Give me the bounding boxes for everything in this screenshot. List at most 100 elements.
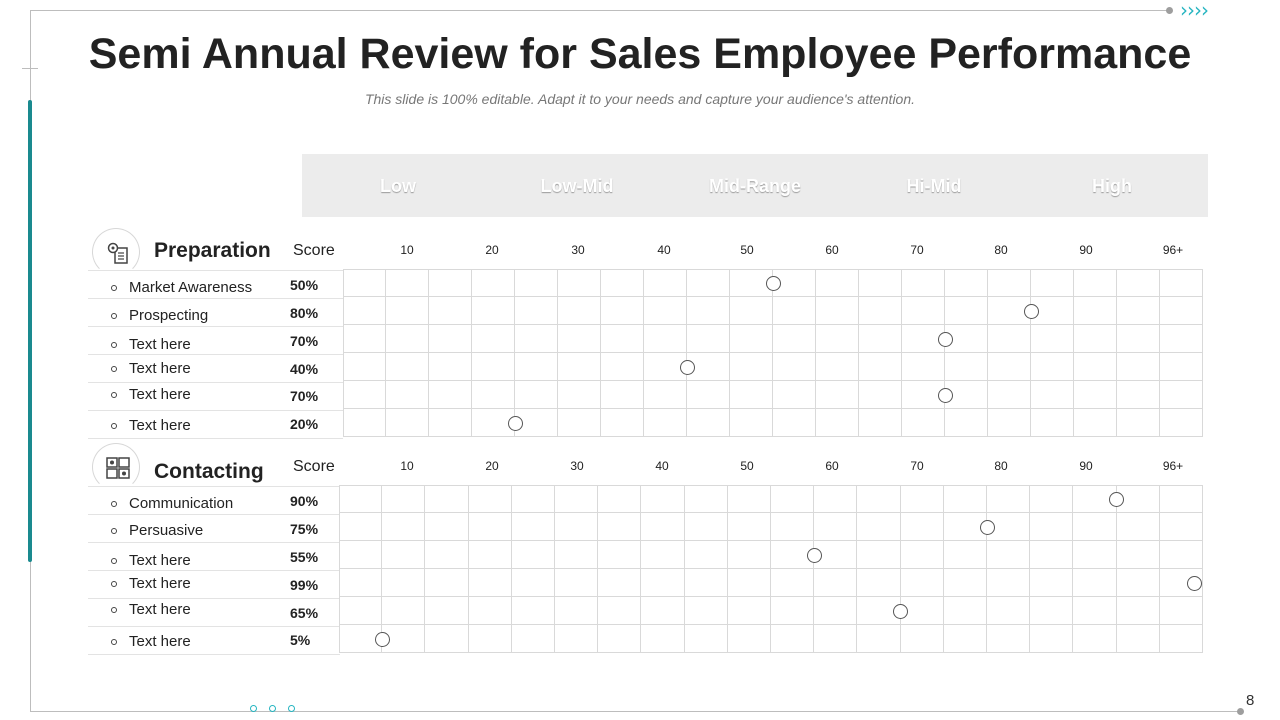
- grid-cell: [425, 625, 469, 653]
- grid-cell: [468, 513, 512, 541]
- grid-cell: [859, 325, 902, 353]
- row-label: Text here: [129, 336, 191, 353]
- grid-cell: [601, 353, 644, 381]
- grid-cell: [343, 269, 386, 297]
- score-tick-label: 20: [485, 243, 499, 257]
- grid-cell: [987, 485, 1031, 513]
- grid-cell: [429, 297, 472, 325]
- grid-cell: [773, 409, 816, 437]
- grid-cell: [1031, 269, 1074, 297]
- grid-cell: [816, 381, 859, 409]
- row-percent: 55%: [290, 549, 319, 565]
- grid-cell: [644, 297, 687, 325]
- row-separator: [88, 410, 343, 411]
- grid-cell: [902, 297, 945, 325]
- row-separator: [88, 354, 343, 355]
- score-tick-label: 50: [740, 459, 754, 473]
- grid-cell: [555, 485, 599, 513]
- row-label: Communication: [129, 495, 234, 512]
- grid-cell: [511, 569, 555, 597]
- score-marker: [765, 275, 781, 291]
- grid-cell: [1073, 597, 1117, 625]
- bullet: [111, 581, 117, 587]
- page-number: 8: [1246, 692, 1255, 709]
- score-tick-label: 96+: [1162, 459, 1184, 473]
- legend-mid-range: Mid-Range: [709, 175, 801, 196]
- grid-cell: [687, 269, 730, 297]
- grid-cell: [386, 325, 429, 353]
- grid-cell: [687, 381, 730, 409]
- row-label: Market Awareness: [129, 279, 253, 296]
- grid-cell: [727, 541, 771, 569]
- grid-cell: [857, 485, 901, 513]
- score-tick-label: 30: [570, 459, 584, 473]
- grid-cell: [1031, 297, 1074, 325]
- grid-cell: [598, 541, 642, 569]
- grid-cell: [730, 297, 773, 325]
- grid-cell: [472, 325, 515, 353]
- row-percent: 40%: [290, 361, 319, 377]
- grid-cell: [684, 541, 728, 569]
- row-label: Text here: [129, 360, 191, 377]
- grid-cell: [859, 381, 902, 409]
- grid-cell: [773, 353, 816, 381]
- score-tick-label: 20: [485, 459, 499, 473]
- grid-cell: [900, 541, 944, 569]
- bullet: [111, 366, 117, 372]
- grid-cell: [727, 625, 771, 653]
- score-tick-label: 10: [400, 459, 414, 473]
- score-tick-label: 80: [994, 243, 1008, 257]
- grid-cell: [1074, 381, 1117, 409]
- grid-cell: [1160, 353, 1203, 381]
- grid-cell: [857, 625, 901, 653]
- grid-cell: [386, 269, 429, 297]
- grid-cell: [1030, 541, 1074, 569]
- grid-cell: [814, 485, 858, 513]
- grid-cell: [511, 513, 555, 541]
- grid-cell: [1117, 297, 1160, 325]
- grid-cell: [468, 541, 512, 569]
- row-separator: [88, 270, 343, 271]
- grid-cell: [1159, 597, 1203, 625]
- grid-cell: [425, 597, 469, 625]
- score-marker: [979, 519, 995, 535]
- grid-cell: [1073, 513, 1117, 541]
- row-label: Text here: [129, 575, 191, 592]
- row-percent: 90%: [290, 493, 319, 509]
- grid-cell: [684, 625, 728, 653]
- grid-cell: [555, 541, 599, 569]
- grid-cell: [601, 409, 644, 437]
- row-separator: [88, 654, 340, 655]
- grid-cell: [601, 269, 644, 297]
- grid-cell: [343, 381, 386, 409]
- grid-cell: [382, 569, 426, 597]
- grid-cell: [425, 485, 469, 513]
- accent-bar: [28, 100, 32, 562]
- grid-cell: [1160, 409, 1203, 437]
- grid-cell: [727, 485, 771, 513]
- grid-cell: [1030, 625, 1074, 653]
- grid-cell: [684, 569, 728, 597]
- grid-cell: [598, 597, 642, 625]
- grid-cell: [943, 597, 987, 625]
- grid-cell: [644, 381, 687, 409]
- bullet: [111, 285, 117, 291]
- contact-devices-icon: [92, 443, 140, 491]
- frame-dot-bottom: [1237, 708, 1244, 715]
- grid-cell: [1074, 353, 1117, 381]
- grid-cell: [1117, 325, 1160, 353]
- grid-cell: [900, 625, 944, 653]
- grid-cell: [730, 353, 773, 381]
- grid-cell: [515, 409, 558, 437]
- legend-low-mid: Low-Mid: [540, 175, 614, 196]
- score-marker: [374, 631, 390, 647]
- frame-notch: [22, 68, 38, 69]
- grid-cell: [988, 269, 1031, 297]
- grid-cell: [1074, 325, 1117, 353]
- grid-cell: [1073, 541, 1117, 569]
- grid-cell: [386, 381, 429, 409]
- row-percent: 80%: [290, 305, 319, 321]
- row-label: Persuasive: [129, 522, 204, 539]
- grid-cell: [644, 409, 687, 437]
- row-percent: 65%: [290, 605, 319, 621]
